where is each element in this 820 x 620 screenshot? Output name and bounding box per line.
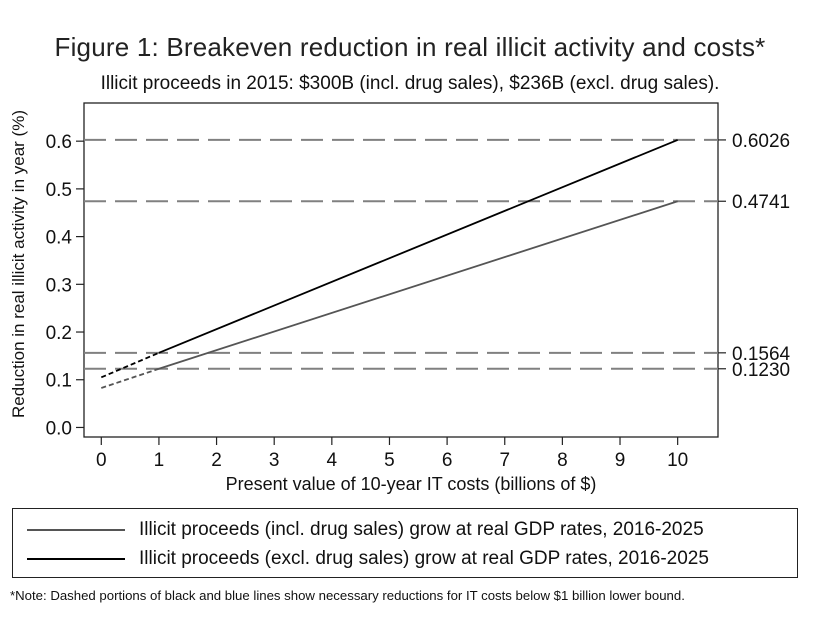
footnote: *Note: Dashed portions of black and blue… [10,588,685,603]
line-chart: 0.60260.47410.15640.12300.00.10.20.30.40… [9,102,791,494]
x-tick-label-7: 7 [499,450,510,471]
y-tick-label-0: 0.0 [46,418,72,439]
legend-label-excl: Illicit proceeds (excl. drug sales) grow… [139,548,709,569]
x-tick-label-9: 9 [615,450,626,471]
legend-item-incl: Illicit proceeds (incl. drug sales) grow… [13,516,704,544]
y-tick-label-4: 0.4 [46,228,73,249]
reference-label-3: 0.1230 [732,360,790,381]
y-tick-label-2: 0.2 [46,323,72,344]
y-tick-label-3: 0.3 [46,275,72,296]
x-tick-label-1: 1 [154,450,165,471]
y-axis-label: Reduction in real illicit activity in ye… [9,110,28,418]
y-tick-label-6: 0.6 [46,132,72,153]
series-1-dashed-segment [100,352,160,379]
x-tick-label-8: 8 [557,450,568,471]
x-tick-label-4: 4 [327,450,338,471]
legend-swatch-excl [27,558,125,560]
chart-subtitle: Illicit proceeds in 2015: $300B (incl. d… [100,73,720,94]
x-tick-label-3: 3 [269,450,280,471]
legend-item-excl: Illicit proceeds (excl. drug sales) grow… [13,545,709,573]
reference-label-1: 0.4741 [732,192,790,213]
x-tick-label-5: 5 [384,450,395,471]
y-tick-label-5: 0.5 [46,180,72,201]
plot-frame [83,102,719,438]
x-tick-label-10: 10 [667,450,688,471]
y-tick-label-1: 0.1 [46,371,72,392]
legend-swatch-incl [27,529,125,531]
x-axis-label: Present value of 10-year IT costs (billi… [226,474,597,494]
reference-label-0: 0.6026 [732,131,790,152]
series-0-line [158,200,678,370]
legend: Illicit proceeds (incl. drug sales) grow… [12,508,798,578]
x-tick-label-0: 0 [96,450,107,471]
x-tick-label-6: 6 [442,450,453,471]
series-0-dashed-segment [101,367,160,389]
reference-label-2: 0.1564 [732,344,791,365]
x-tick-label-2: 2 [211,450,222,471]
legend-label-incl: Illicit proceeds (incl. drug sales) grow… [139,519,704,540]
series-1-line [158,139,678,354]
chart-title: Figure 1: Breakeven reduction in real il… [54,32,766,62]
